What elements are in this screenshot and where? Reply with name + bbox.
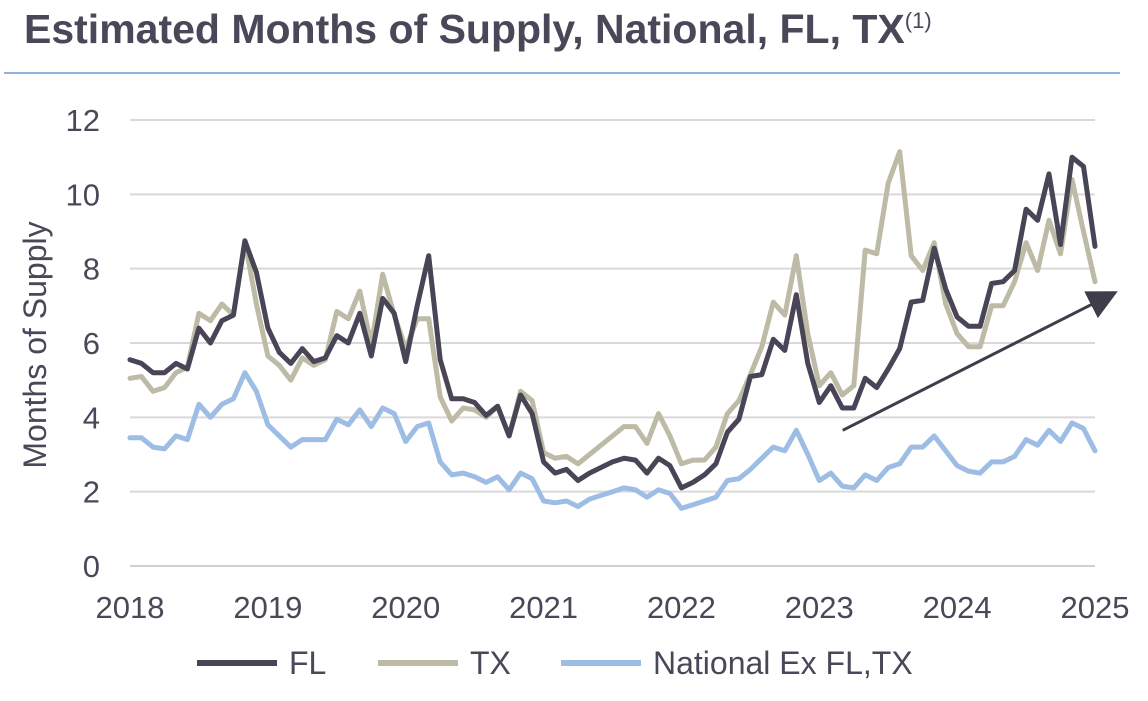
series-lines [127, 149, 1098, 511]
x-tick-label: 2023 [785, 590, 854, 625]
y-tick-label: 12 [66, 103, 100, 138]
y-tick-label: 4 [83, 400, 100, 435]
chart-title: Estimated Months of Supply, National, FL… [24, 6, 932, 52]
y-tick-label: 6 [83, 326, 100, 361]
x-tick-label: 2019 [233, 590, 302, 625]
x-tick-label: 2022 [647, 590, 716, 625]
x-tick-label: 2018 [96, 590, 165, 625]
y-tick-label: 8 [83, 252, 100, 287]
legend-label: FL [289, 645, 326, 681]
y-tick-label: 0 [83, 549, 100, 584]
legend-label: TX [470, 645, 511, 681]
x-tick-label: 2021 [509, 590, 578, 625]
y-axis-label: Months of Supply [17, 221, 53, 468]
y-tick-label: 10 [66, 177, 100, 212]
legend-label: National Ex FL,TX [653, 645, 913, 681]
gridlines [130, 119, 1095, 567]
x-tick-label: 2025 [1061, 590, 1130, 625]
series-line-tx [127, 149, 1098, 467]
series-line-fl [127, 154, 1098, 491]
y-axis-ticks: 0 2 4 6 8 10 12 [66, 103, 100, 584]
x-tick-label: 2020 [371, 590, 440, 625]
y-tick-label: 2 [83, 475, 100, 510]
series-line-national-ex-fl-tx [127, 370, 1098, 511]
legend: FL TX National Ex FL,TX [197, 645, 913, 681]
title-footnote: (1) [904, 8, 932, 33]
x-axis-ticks: 2018 2019 2020 2021 2022 2023 2024 2025 [96, 590, 1130, 625]
x-tick-label: 2024 [923, 590, 992, 625]
annotations [842, 291, 1118, 432]
trend-arrow [842, 291, 1118, 432]
title-divider [4, 72, 1120, 74]
